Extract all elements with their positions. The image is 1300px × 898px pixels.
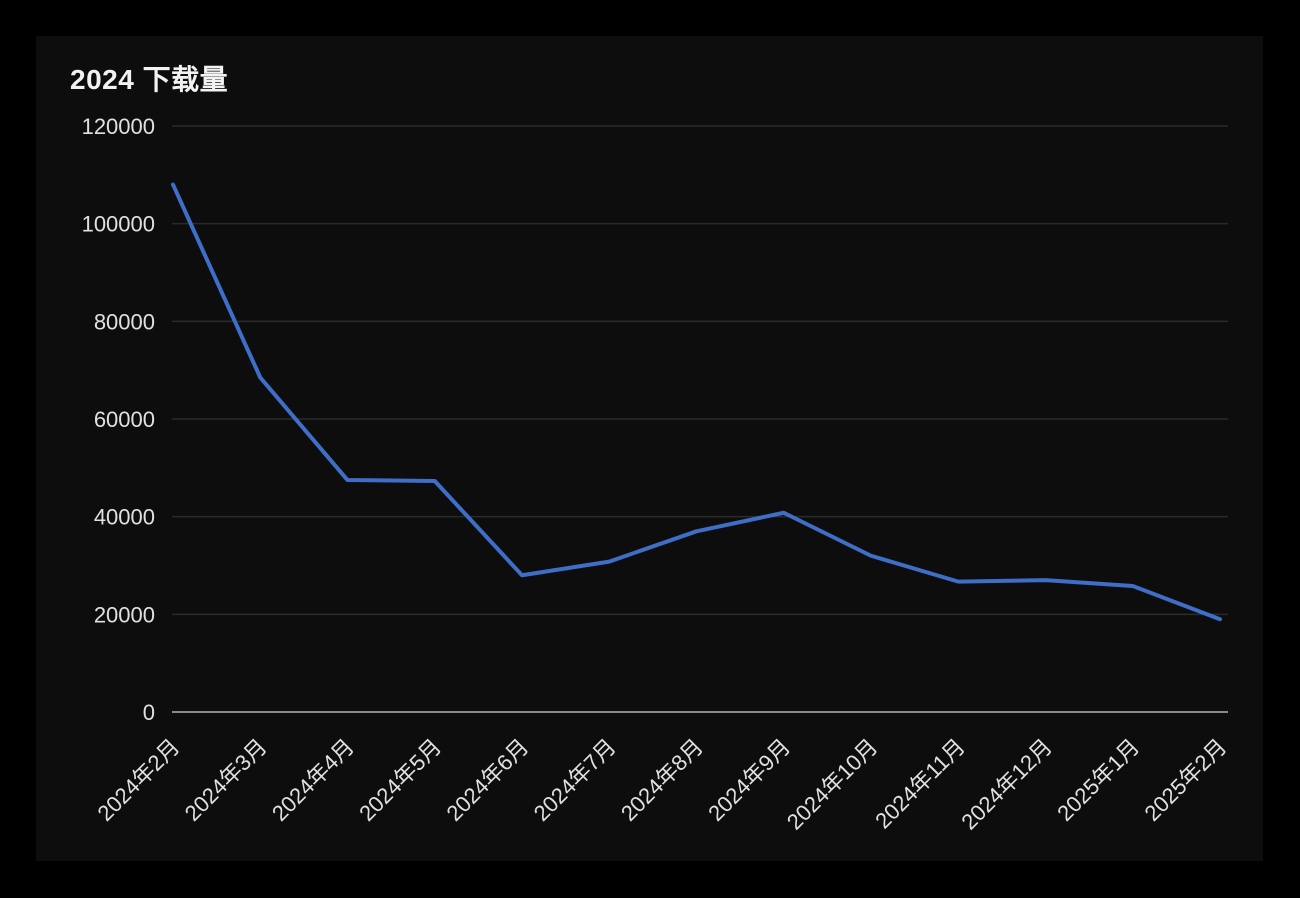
chart-card: 2024 下载量 <box>36 36 1263 861</box>
chart-title: 2024 下载量 <box>70 64 229 95</box>
